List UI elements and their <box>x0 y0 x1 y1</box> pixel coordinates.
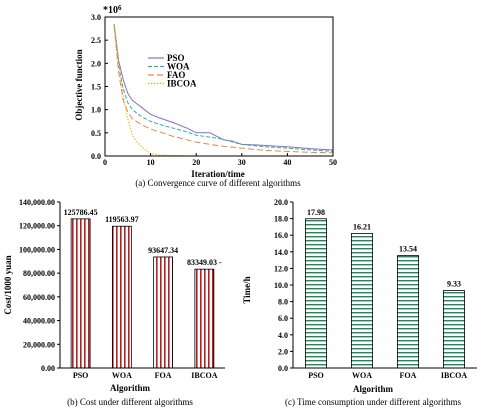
series-line-woa <box>113 23 334 152</box>
y-tick-label: 0.0 <box>91 152 101 161</box>
y-tick-label: 140,000.00 <box>19 198 55 207</box>
y-axis-title: Objective function <box>74 49 84 120</box>
bar-woa <box>351 233 373 369</box>
y-tick-label: 10.0 <box>274 281 288 290</box>
y-tick-label: 2.0 <box>91 59 101 68</box>
y-tick-label: 0.0 <box>278 364 288 373</box>
legend-label-woa: WOA <box>167 62 190 72</box>
x-tick-label: IBCOA <box>191 371 217 380</box>
bar-ibcoa <box>443 290 465 369</box>
y-tick-label: 6.0 <box>278 314 288 323</box>
plot-frame <box>104 16 334 157</box>
y-tick-label: 12.0 <box>274 264 288 273</box>
y-tick-label: 40,000.00 <box>23 317 55 326</box>
x-tick-label: 20 <box>192 158 200 167</box>
y-tick-label: 8.0 <box>278 298 288 307</box>
x-tick-label: 40 <box>283 158 291 167</box>
y-tick-label: 16.0 <box>274 231 288 240</box>
y-multiplier: *106 <box>103 4 122 16</box>
y-tick-label: 2.0 <box>278 347 288 356</box>
y-axis-title: Time/h <box>242 276 252 303</box>
y-tick-label: 120,000.00 <box>19 222 55 231</box>
y-tick-label: 18.0 <box>274 215 288 224</box>
x-axis-title: Algorithm <box>110 383 150 393</box>
x-tick-label: 10 <box>147 158 155 167</box>
y-tick-label: 1.5 <box>91 83 101 92</box>
data-label: 9.33 <box>447 280 461 289</box>
x-tick-label: WOA <box>112 371 132 380</box>
y-tick-label: 4.0 <box>278 331 288 340</box>
time-chart: 17.98 16.21 13.54 9.33 PSO WOA FOA IBCOA 0.0 2.0… <box>242 198 477 407</box>
y-tick-label: 0.00 <box>41 364 55 373</box>
convergence-chart: 0 10 20 30 40 50 0.0 0.5 1.0 1.5 2.0 2.5 3.0 PSOWOAF… <box>74 4 337 188</box>
y-tick-label: 14.0 <box>274 248 288 257</box>
bar-foa <box>397 255 419 369</box>
x-tick-label: PSO <box>308 371 324 380</box>
y-tick-label: 20,000.00 <box>23 340 55 349</box>
data-label: 93647.34 <box>148 246 178 255</box>
data-label: 119563.97 <box>105 215 139 224</box>
chart-caption: (b) Cost under different algorithms <box>67 397 193 407</box>
bar-pso <box>70 218 91 369</box>
bar-foa <box>153 256 174 369</box>
x-tick-label: IBCOA <box>441 371 467 380</box>
data-label: 83349.03 - <box>187 258 222 267</box>
x-tick-label: 0 <box>103 158 107 167</box>
x-tick-label: 50 <box>329 158 337 167</box>
y-tick-label: 2.5 <box>91 36 101 45</box>
series-line-ibcoa <box>113 23 333 157</box>
data-label: 13.54 <box>399 245 417 254</box>
bar-woa <box>111 225 132 369</box>
bar-pso <box>305 218 327 369</box>
legend-label-fao: FAO <box>167 70 185 80</box>
chart-caption: (a) Convergence curve of different algor… <box>135 178 301 188</box>
data-label: 17.98 <box>307 208 325 217</box>
data-label: 16.21 <box>353 222 371 231</box>
bar-ibcoa <box>194 268 215 369</box>
series-line-pso <box>113 23 334 151</box>
series-line-fao <box>113 26 334 154</box>
x-axis-title: Algorithm <box>353 384 393 394</box>
y-tick-label: 80,000.00 <box>23 269 55 278</box>
y-tick-label: 100,000.00 <box>19 245 55 254</box>
x-tick-label: WOA <box>352 371 372 380</box>
x-tick-label: PSO <box>73 371 89 380</box>
data-label: 125786.45 <box>64 208 98 217</box>
legend-label-pso: PSO <box>167 53 185 63</box>
cost-chart: 125786.45 119563.97 93647.34 83349.03 - PSO… <box>3 198 225 407</box>
x-tick-label: FOA <box>155 371 172 380</box>
y-tick-label: 20.0 <box>274 198 288 207</box>
y-tick-label: 0.5 <box>91 129 101 138</box>
y-tick-label: 1.0 <box>91 106 101 115</box>
y-tick-label: 3.0 <box>91 13 101 22</box>
y-axis-title: Cost/1000 yuan <box>3 255 13 314</box>
y-tick-label: 60,000.00 <box>23 293 55 302</box>
x-axis-title: Iteration/time <box>191 169 244 179</box>
chart-caption: (c) Time consumption under different alg… <box>285 397 462 407</box>
legend-label-ibcoa: IBCOA <box>167 79 197 89</box>
x-tick-label: FOA <box>400 371 417 380</box>
x-tick-label: 30 <box>238 158 246 167</box>
